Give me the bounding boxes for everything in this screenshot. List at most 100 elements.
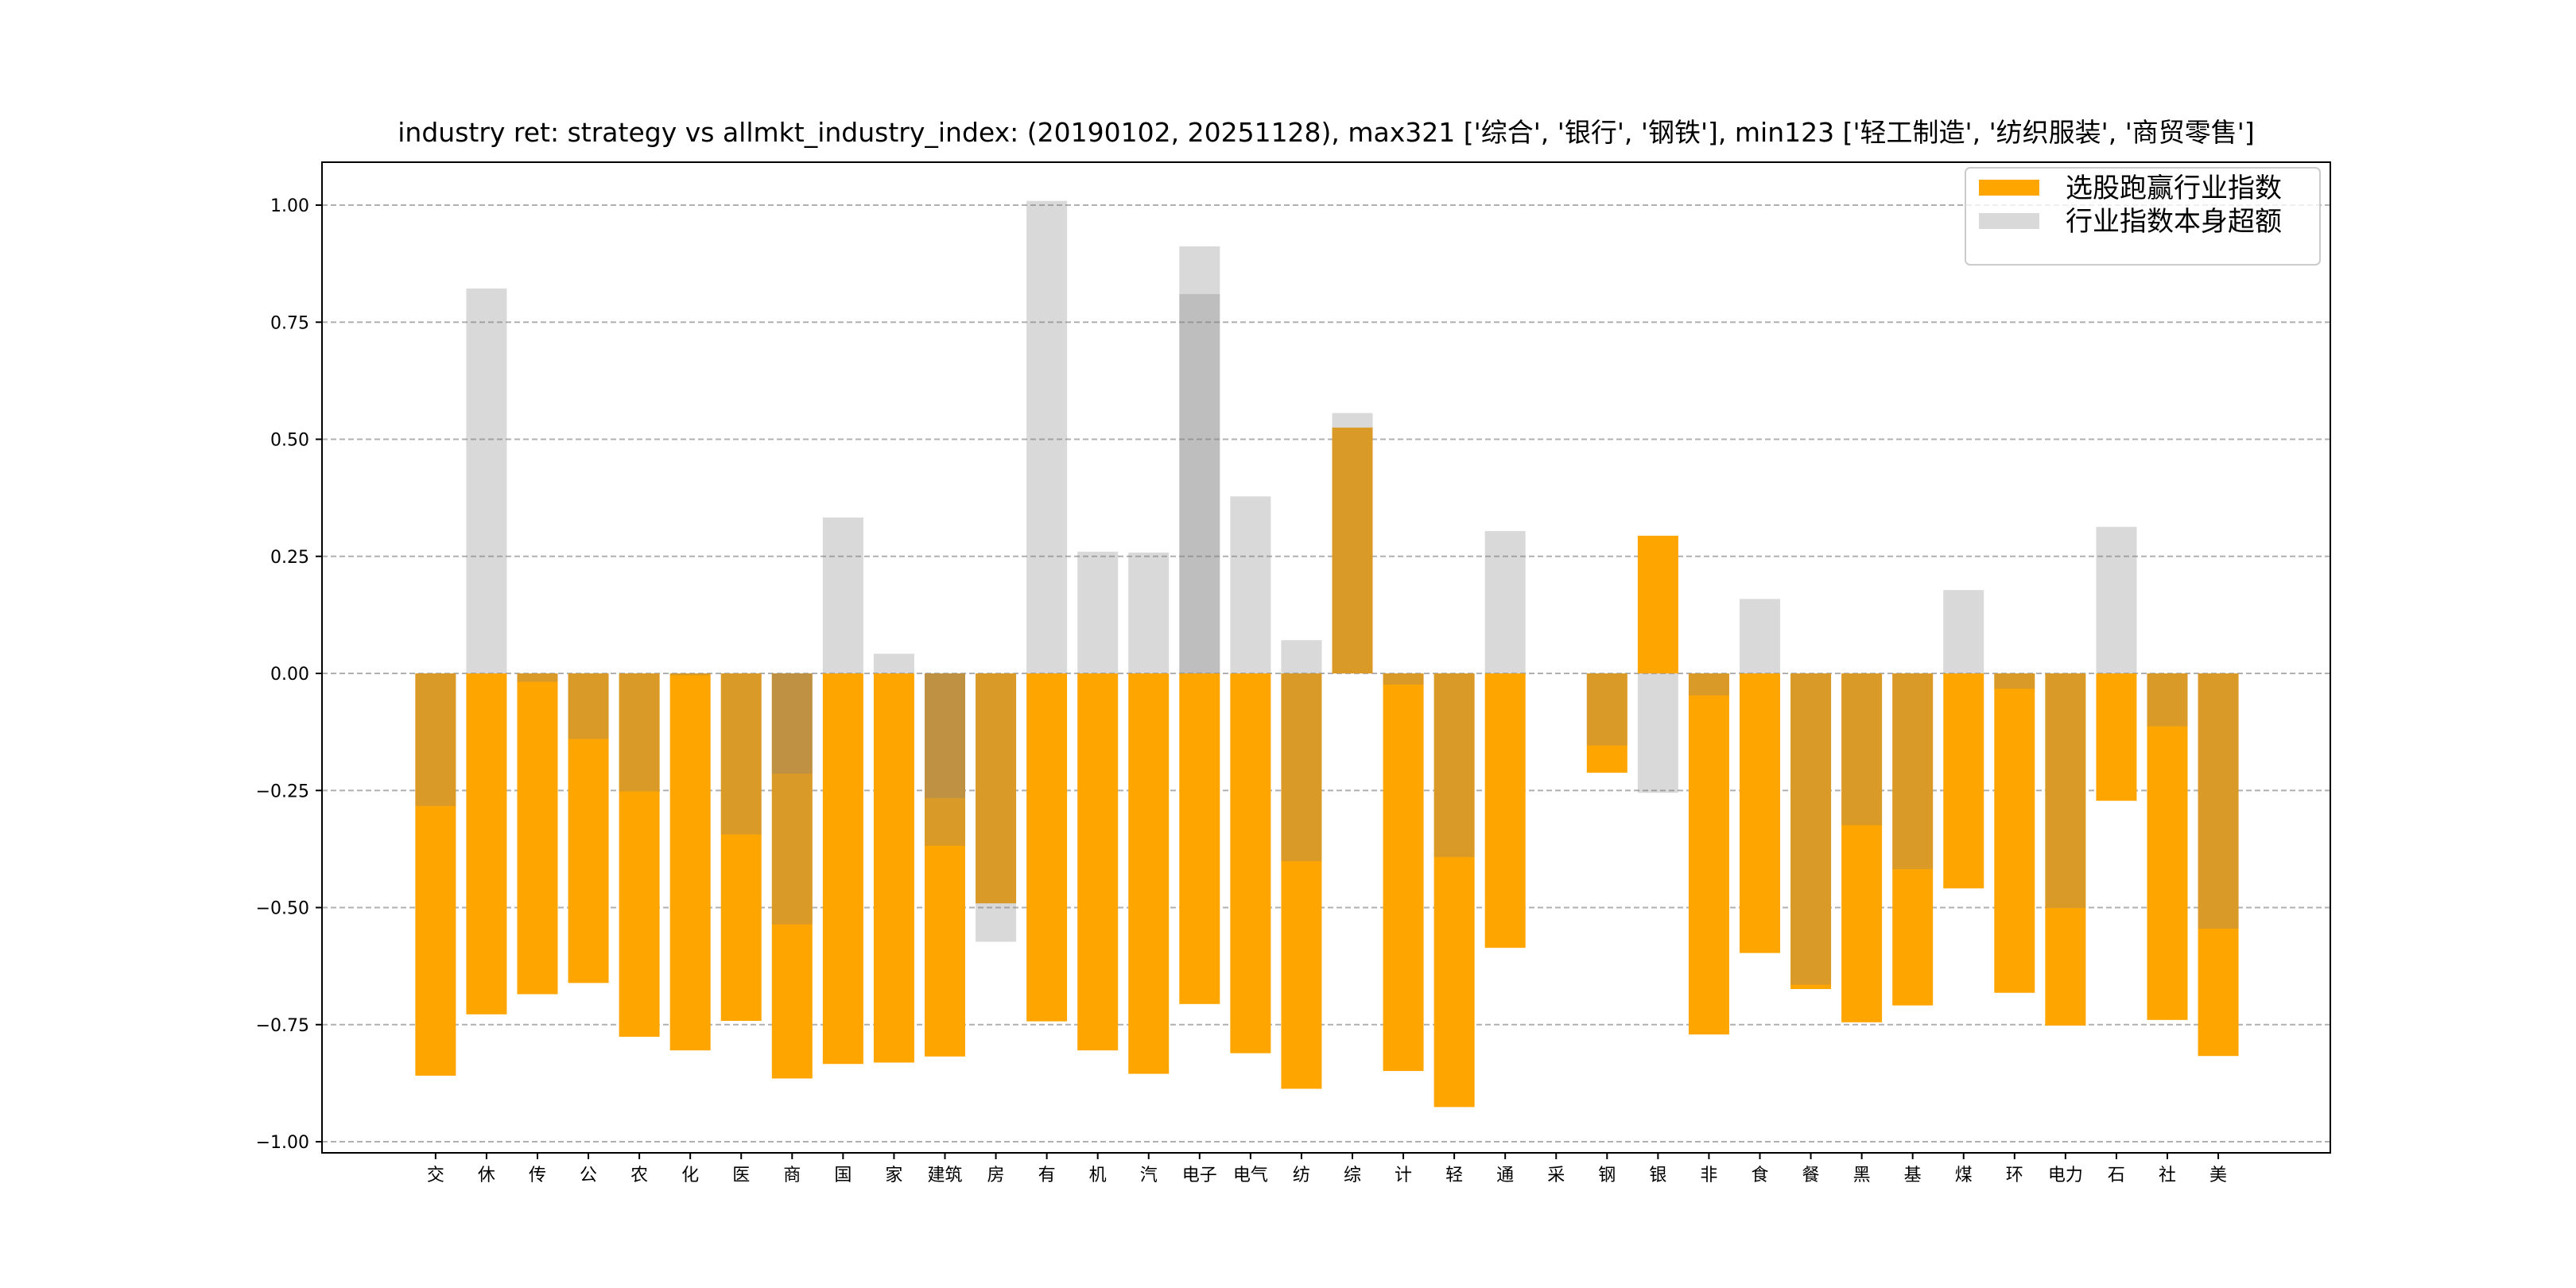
x-tick-label: 医: [732, 1166, 750, 1185]
bar-strategy: [1383, 673, 1424, 1072]
bar-index: [1433, 673, 1475, 857]
bar-index: [976, 673, 1017, 942]
x-tick-label: 电子: [1182, 1166, 1217, 1185]
bar-index: [1943, 590, 1984, 673]
y-tick-label: 0.50: [270, 431, 309, 451]
series-strategy-bars: [415, 427, 2239, 1108]
y-tick-label: 0.75: [270, 313, 309, 333]
x-tick-label: 电力: [2048, 1166, 2083, 1185]
bar-index: [1281, 673, 1322, 862]
bar-index: [1688, 673, 1729, 696]
x-tick-label: 农: [630, 1166, 648, 1185]
x-tick-label: 机: [1089, 1166, 1107, 1185]
axes-frame: [321, 161, 2331, 1154]
bar-strategy: [1739, 673, 1780, 953]
bar-index: [1484, 530, 1526, 673]
x-tick-label: 国: [834, 1166, 852, 1185]
x-tick-label: 公: [580, 1166, 597, 1185]
y-tick-label: 0.25: [270, 548, 309, 568]
x-tick-label: 纺: [1293, 1166, 1310, 1185]
x-tick-label: 房: [987, 1166, 1005, 1185]
bar-strategy: [568, 673, 609, 983]
bar-strategy: [924, 673, 965, 1057]
x-tick-label: 轻: [1445, 1166, 1463, 1185]
series-index-bars: [415, 200, 2239, 985]
bar-strategy: [2045, 673, 2086, 1026]
x-tick-label: 电气: [1233, 1166, 1268, 1185]
bar-index: [1892, 673, 1934, 870]
bar-index: [1739, 599, 1780, 673]
bar-index: [1281, 640, 1322, 673]
x-tick-label: 有: [1038, 1166, 1056, 1185]
x-tick-label: 银: [1649, 1166, 1666, 1185]
bar-index: [924, 673, 965, 846]
bar-index: [1026, 200, 1068, 674]
bar-index: [466, 288, 507, 673]
bar-index: [669, 673, 711, 676]
bar-strategy: [771, 673, 813, 1079]
bar-index: [2147, 673, 2188, 727]
legend: 选股跑赢行业指数 行业指数本身超额: [1965, 167, 2321, 266]
bar-index: [771, 673, 813, 925]
legend-box: [1965, 167, 2321, 266]
x-tick-label: 计: [1395, 1166, 1412, 1185]
bar-index: [1077, 551, 1119, 673]
bar-strategy: [1230, 673, 1271, 1053]
bar-index: [517, 673, 558, 682]
x-tick-label: 钢: [1598, 1166, 1616, 1185]
bar-strategy: [1994, 673, 2035, 993]
y-tick-label: 0.00: [270, 665, 309, 685]
bar-strategy: [1943, 673, 1984, 889]
bar-strategy: [1484, 673, 1526, 949]
legend-swatch-strategy: [1979, 180, 2039, 196]
x-tick-label: 家: [885, 1166, 902, 1185]
bar-index: [1994, 673, 2035, 689]
bar-index: [822, 517, 863, 673]
x-tick-label: 食: [1751, 1166, 1768, 1185]
bar-index: [1230, 496, 1271, 673]
y-tick-label: −0.75: [256, 1016, 309, 1036]
bar-strategy: [2198, 673, 2239, 1057]
bar-index: [2096, 526, 2137, 673]
bar-strategy: [1892, 673, 1934, 1006]
bar-strategy: [1077, 673, 1119, 1051]
bar-index: [924, 673, 965, 798]
bar-strategy: [1179, 673, 1220, 1004]
x-tick-label: 通: [1496, 1166, 1514, 1185]
bar-strategy: [1433, 673, 1475, 1108]
bar-index: [1841, 673, 1883, 825]
x-tick-label: 传: [529, 1166, 546, 1185]
x-tick-label: 采: [1547, 1166, 1565, 1185]
x-tick-label: 黑: [1853, 1166, 1871, 1185]
bar-strategy: [873, 673, 914, 1063]
bar-index: [1790, 673, 1832, 985]
y-tick-label: −0.25: [256, 782, 309, 801]
x-tick-label: 美: [2209, 1166, 2227, 1185]
bar-index: [1179, 293, 1220, 673]
bar-strategy: [822, 673, 863, 1065]
y-axis-ticks: 1.00 0.75 0.50 0.25 0.00 −0.25 −0.50 −0.75 −1.00: [256, 196, 322, 1153]
bar-index: [1586, 673, 1627, 746]
y-tick-label: 1.00: [270, 196, 309, 216]
bar-strategy: [619, 673, 660, 1038]
x-tick-label: 石: [2108, 1166, 2125, 1185]
bar-index: [1332, 413, 1373, 673]
bar-strategy: [2147, 673, 2188, 1020]
bar-index: [771, 673, 813, 774]
y-tick-label: −0.50: [256, 899, 309, 919]
bar-strategy: [1281, 673, 1322, 1089]
bar-strategy: [1128, 673, 1170, 1074]
bar-strategy: [1586, 673, 1627, 773]
x-tick-label: 休: [478, 1166, 495, 1185]
bar-index: [2198, 673, 2239, 929]
bar-strategy: [1026, 673, 1068, 1022]
bar-strategy: [1332, 427, 1373, 673]
bar-strategy: [1790, 673, 1832, 989]
x-tick-label: 交: [427, 1166, 444, 1185]
x-tick-label: 汽: [1140, 1166, 1158, 1185]
bar-strategy: [976, 673, 1017, 904]
x-axis-ticks: 交 休 传 公 农 化 医 商 国 家 建筑 房 有 机 汽 电子 电气 纺 综 计 轻 通 采 钢 银 非 食 餐 黑 基 煤 环 电力 石 社 美: [427, 1153, 2227, 1185]
bar-index: [2045, 673, 2086, 909]
x-tick-label: 综: [1344, 1166, 1361, 1185]
